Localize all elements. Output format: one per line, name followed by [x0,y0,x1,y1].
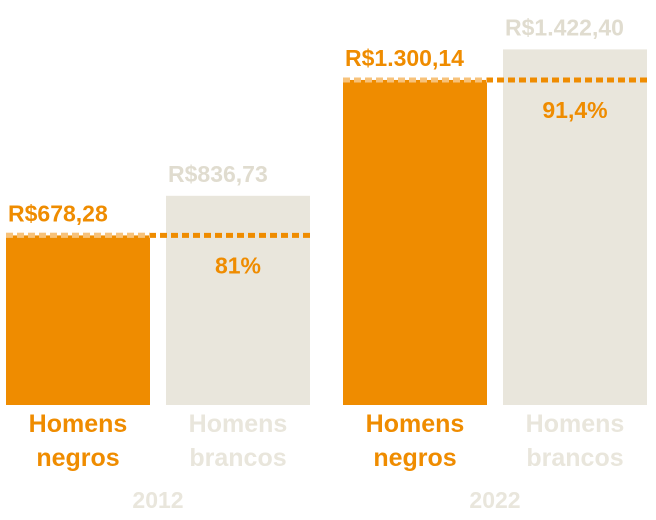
ratio-label: 81% [215,253,261,279]
bar [343,79,487,405]
ratio-label: 91,4% [542,97,607,123]
value-label: R$678,28 [8,201,108,227]
bar [6,235,150,405]
bar [166,195,310,405]
legend-label: Homens negros [28,410,128,472]
value-label: R$1.300,14 [345,45,464,71]
legend-label: Homens negros [365,410,465,472]
legend-label: Homens brancos [188,410,288,472]
value-label: R$836,73 [168,161,268,187]
x-tick-label: 2022 [469,487,520,513]
x-tick-label: 2012 [132,487,183,513]
value-label: R$1.422,40 [505,14,624,40]
bar [503,49,647,406]
legend-label: Homens brancos [525,410,625,472]
